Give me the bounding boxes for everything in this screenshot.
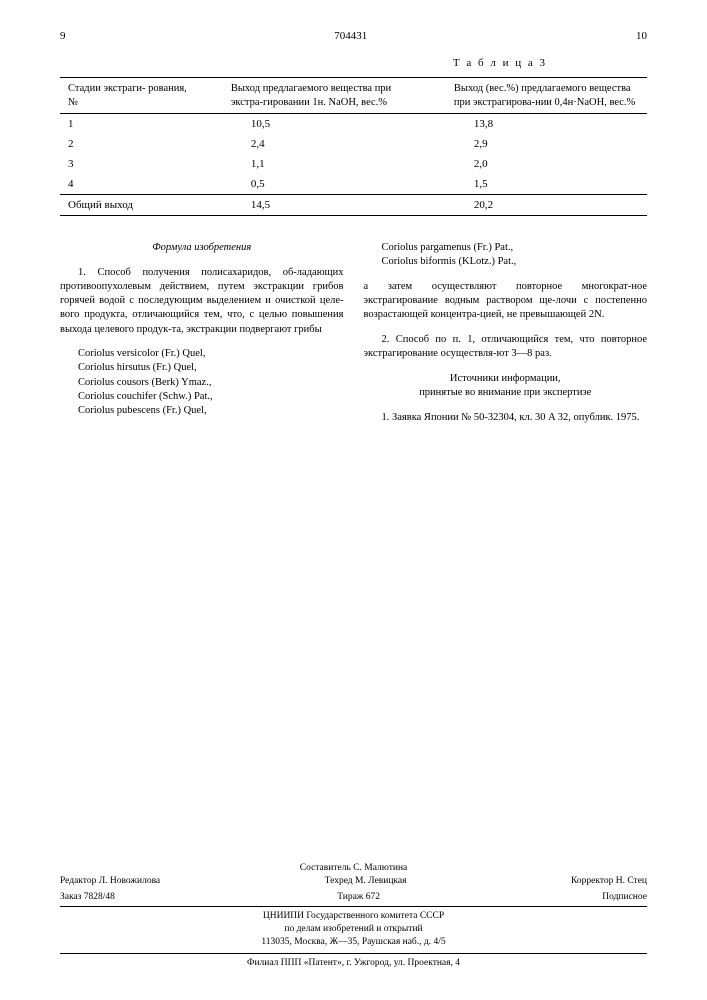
table-row: 1 10,5 13,8 [60,114,647,135]
claim-1: 1. Способ получения полисахаридов, об-ла… [60,266,344,337]
species-name: Coriolus pargamenus (Fr.) Pat., [364,241,648,255]
editor: Редактор Л. Новожилова [60,875,160,888]
table-header: Выход (вес.%) предлагаемого вещества при… [424,78,647,114]
species-name: Coriolus hirsutus (Fr.) Quel, [60,361,344,375]
sources-subtitle: принятые во внимание при экспертизе [364,386,648,400]
tirazh: Тираж 672 [337,891,380,904]
species-name: Coriolus cousors (Berk) Ymaz., [60,376,344,390]
techred: Техред М. Левицкая [325,875,407,888]
formula-title: Формула изобретения [60,241,344,255]
claim-2: 2. Способ по п. 1, отличающийся тем, что… [364,333,648,361]
org-line: ЦНИИПИ Государственного комитета СССР [60,910,647,923]
table-cell: 1 [60,114,201,135]
table-cell: 4 [60,174,201,195]
table-cell: 1,5 [424,174,647,195]
org-line: по делам изобретений и открытий [60,923,647,936]
address-line: 113035, Москва, Ж—35, Раушская наб., д. … [60,936,647,949]
species-name: Coriolus pubescens (Fr.) Quel, [60,404,344,418]
address-line: Филиал ППП «Патент», г. Ужгород, ул. Про… [60,957,647,970]
table-cell: 2,9 [424,134,647,154]
table-row: 3 1,1 2,0 [60,154,647,174]
table-cell: 1,1 [201,154,424,174]
right-page-number: 10 [636,30,647,42]
sources-title: Источники информации, [364,372,648,386]
left-column: Формула изобретения 1. Способ получения … [60,241,344,435]
page-header: 9 704431 10 [60,30,647,42]
claim-1-cont: а затем осуществляют повторное многократ… [364,280,648,323]
source-item: 1. Заявка Японии № 50-32304, кл. 30 A 32… [364,411,648,425]
table-cell: 2 [60,134,201,154]
imprint-footer: Составитель С. Малютина Редактор Л. Ново… [60,862,647,970]
body-columns: Формула изобретения 1. Способ получения … [60,241,647,435]
podpisnoe: Подписное [602,891,647,904]
species-name: Coriolus biformis (KLotz.) Pat., [364,255,648,269]
patent-number: 704431 [66,30,637,42]
right-column: Coriolus pargamenus (Fr.) Pat., Coriolus… [364,241,648,435]
table-cell: 14,5 [201,195,424,216]
table-row: 2 2,4 2,9 [60,134,647,154]
table-cell: 13,8 [424,114,647,135]
table-cell: 3 [60,154,201,174]
species-name: Coriolus couchifer (Schw.) Pat., [60,390,344,404]
species-name: Coriolus versicolor (Fr.) Quel, [60,347,344,361]
table-cell: 10,5 [201,114,424,135]
data-table: Стадии экстраги- рования, № Выход предла… [60,77,647,216]
table-cell: 0,5 [201,174,424,195]
compiler: Составитель С. Малютина [60,862,647,875]
table-row: 4 0,5 1,5 [60,174,647,195]
table-footer-row: Общий выход 14,5 20,2 [60,195,647,216]
table-cell: 2,0 [424,154,647,174]
table-cell: 20,2 [424,195,647,216]
table-header-row: Стадии экстраги- рования, № Выход предла… [60,78,647,114]
corrector: Корректор Н. Стец [571,875,647,888]
order-number: Заказ 7828/48 [60,891,115,904]
table-header: Стадии экстраги- рования, № [60,78,201,114]
table-cell: 2,4 [201,134,424,154]
table-header: Выход предлагаемого вещества при экстра-… [201,78,424,114]
table-caption: Т а б л и ц а 3 [60,57,647,69]
table-cell: Общий выход [60,195,201,216]
